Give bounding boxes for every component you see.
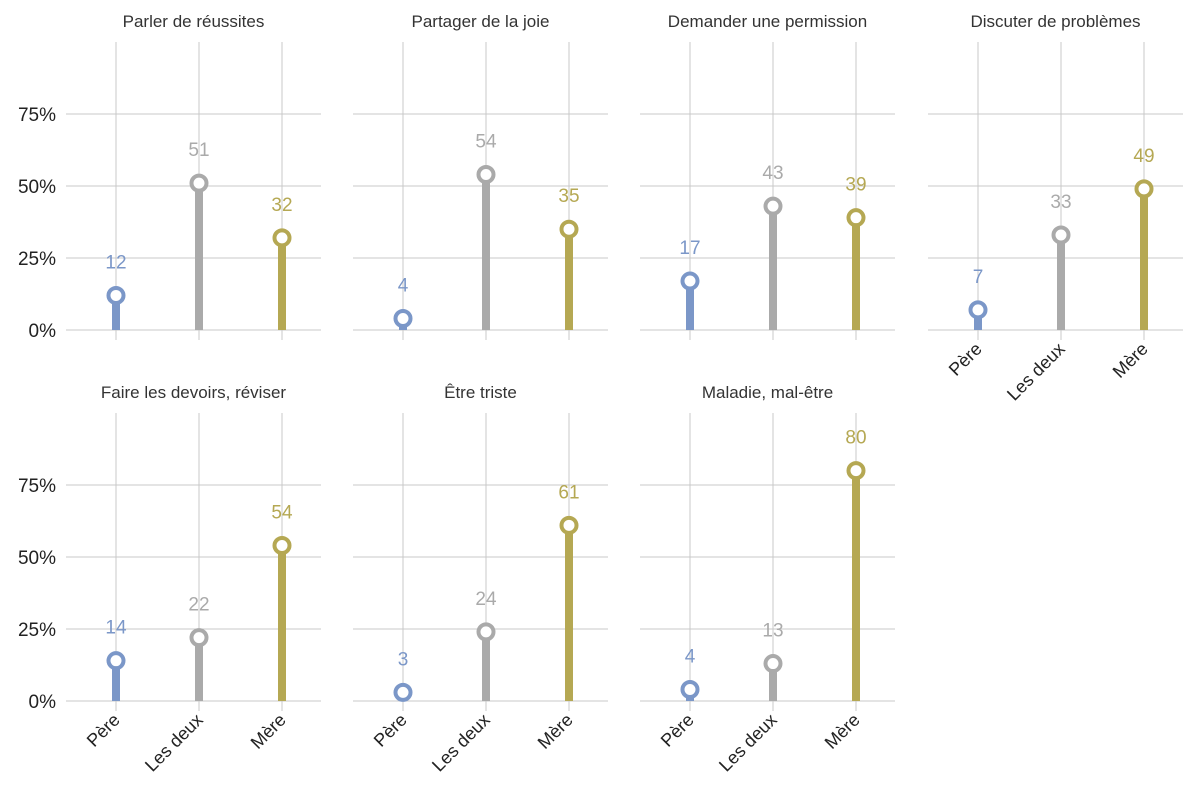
y-tick-label: 50% xyxy=(18,177,56,198)
marker-les-deux xyxy=(476,622,496,642)
x-tick-label-mere: Mère xyxy=(534,710,577,753)
value-label-les-deux: 13 xyxy=(762,621,783,642)
panel-title: Faire les devoirs, réviser xyxy=(101,383,287,402)
value-label-les-deux: 33 xyxy=(1050,192,1071,213)
panel-maladie-mal-etre: Maladie, mal-être 4 13 80 Père Les deux Mère xyxy=(640,383,895,775)
value-label-mere: 80 xyxy=(845,428,866,449)
y-tick-label: 75% xyxy=(18,105,56,126)
marker-mere xyxy=(846,461,866,481)
y-tick-label: 25% xyxy=(18,249,56,270)
panel-partager-de-la-joie: Partager de la joie 4 54 35 xyxy=(353,12,608,340)
x-tick-label-pere: Père xyxy=(945,339,986,380)
panel-title: Maladie, mal-être xyxy=(702,383,833,402)
value-label-mere: 39 xyxy=(845,175,866,196)
marker-mere xyxy=(559,219,579,239)
marker-mere xyxy=(559,515,579,535)
panel-faire-les-devoirs-reviser: Faire les devoirs, réviser 0% 25% 50% 75% 14 2… xyxy=(18,383,321,775)
marker-mere xyxy=(846,208,866,228)
x-tick-label-mere: Mère xyxy=(247,710,290,753)
marker-pere xyxy=(106,285,126,305)
value-label-les-deux: 54 xyxy=(475,131,497,152)
x-tick-label-pere: Père xyxy=(83,710,124,751)
value-label-pere: 4 xyxy=(398,275,409,296)
marker-pere xyxy=(968,300,988,320)
value-label-les-deux: 22 xyxy=(188,595,209,616)
x-tick-label-pere: Père xyxy=(370,710,411,751)
marker-pere xyxy=(393,308,413,328)
marker-les-deux xyxy=(1051,225,1071,245)
marker-les-deux xyxy=(763,654,783,674)
panel-title: Demander une permission xyxy=(668,12,867,31)
marker-mere xyxy=(272,228,292,248)
x-tick-label-les-deux: Les deux xyxy=(1003,339,1069,405)
value-label-pere: 3 xyxy=(398,649,409,670)
y-tick-label: 0% xyxy=(29,321,57,342)
marker-pere xyxy=(680,679,700,699)
value-label-pere: 4 xyxy=(685,646,696,667)
marker-pere xyxy=(393,682,413,702)
value-label-mere: 54 xyxy=(271,502,293,523)
value-label-mere: 49 xyxy=(1133,146,1154,167)
value-label-les-deux: 24 xyxy=(475,589,497,610)
value-label-mere: 61 xyxy=(558,482,579,503)
y-tick-label: 0% xyxy=(29,692,57,713)
panel-title: Partager de la joie xyxy=(412,12,550,31)
y-tick-label: 50% xyxy=(18,548,56,569)
value-label-les-deux: 43 xyxy=(762,163,783,184)
panel-discuter-de-problemes: Discuter de problèmes 7 33 49 Père Les deux Mè… xyxy=(928,12,1183,404)
marker-les-deux xyxy=(763,196,783,216)
value-label-mere: 32 xyxy=(271,195,292,216)
marker-pere xyxy=(106,651,126,671)
x-tick-label-les-deux: Les deux xyxy=(715,710,781,776)
panel-parler-de-reussites: Parler de réussites 0% 25% 50% 75% 12 51 32 xyxy=(18,12,321,342)
panel-demander-une-permission: Demander une permission 17 43 39 xyxy=(640,12,895,340)
panel-title: Parler de réussites xyxy=(123,12,265,31)
marker-les-deux xyxy=(476,164,496,184)
panel-title: Être triste xyxy=(444,383,517,402)
x-tick-label-les-deux: Les deux xyxy=(428,710,494,776)
value-label-les-deux: 51 xyxy=(188,140,209,161)
marker-les-deux xyxy=(189,628,209,648)
panel-title: Discuter de problèmes xyxy=(970,12,1140,31)
value-label-pere: 12 xyxy=(105,252,126,273)
marker-pere xyxy=(680,271,700,291)
marker-mere xyxy=(1134,179,1154,199)
value-label-pere: 14 xyxy=(105,618,127,639)
marker-mere xyxy=(272,535,292,555)
value-label-pere: 7 xyxy=(973,267,984,288)
x-tick-label-mere: Mère xyxy=(821,710,864,753)
value-label-mere: 35 xyxy=(558,186,579,207)
y-tick-label: 25% xyxy=(18,620,56,641)
x-tick-label-mere: Mère xyxy=(1109,339,1152,382)
marker-les-deux xyxy=(189,173,209,193)
panel-etre-triste: Être triste 3 24 61 Père Les deux Mère xyxy=(353,383,608,775)
x-tick-label-les-deux: Les deux xyxy=(141,710,207,776)
y-tick-label: 75% xyxy=(18,476,56,497)
x-tick-label-pere: Père xyxy=(657,710,698,751)
value-label-pere: 17 xyxy=(679,238,700,259)
